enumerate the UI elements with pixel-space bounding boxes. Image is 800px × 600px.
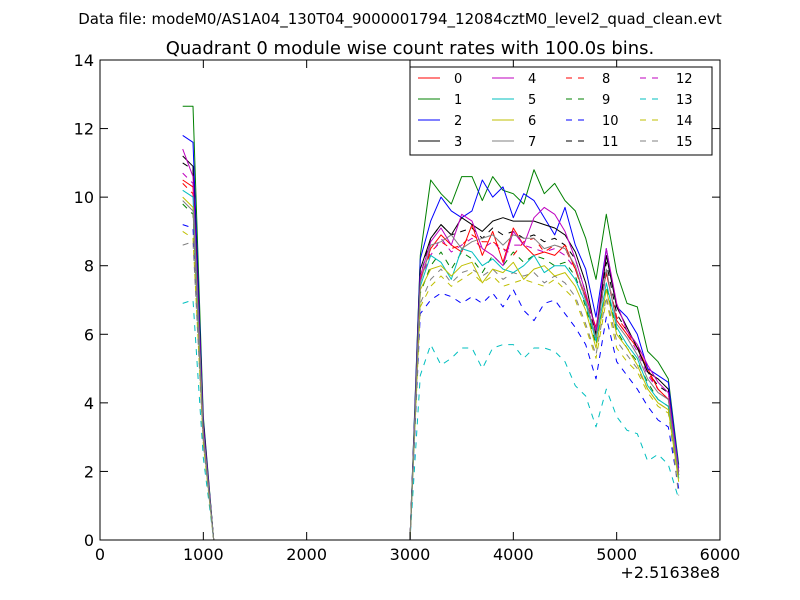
x-tick-label: 3000 xyxy=(390,545,431,564)
legend-entry-10: 10 xyxy=(566,114,619,129)
figure-suptitle: Data file: modeM0/AS1A04_130T04_90000017… xyxy=(78,10,722,29)
x-tick-label: 2000 xyxy=(286,545,327,564)
legend-entry-11: 11 xyxy=(566,135,619,150)
legend-label: 0 xyxy=(454,72,462,87)
legend-entry-15: 15 xyxy=(640,135,693,150)
legend-box xyxy=(409,66,713,156)
x-tick-label: 5000 xyxy=(596,545,637,564)
legend-entry-13: 13 xyxy=(640,93,693,108)
y-tick-label: 6 xyxy=(84,325,94,344)
legend-entry-1: 1 xyxy=(418,93,462,108)
y-tick-label: 14 xyxy=(74,51,94,70)
y-tick-label: 2 xyxy=(84,462,94,481)
legend-label: 7 xyxy=(528,135,536,150)
y-tick-label: 0 xyxy=(84,531,94,550)
series-line-4 xyxy=(182,148,680,541)
legend-label: 15 xyxy=(676,135,693,150)
legend-entry-3: 3 xyxy=(418,135,462,150)
legend-label: 5 xyxy=(528,93,536,108)
legend-label: 12 xyxy=(676,72,693,87)
chart-title: Quadrant 0 module wise count rates with … xyxy=(166,38,655,59)
legend-label: 6 xyxy=(528,114,536,129)
legend-label: 11 xyxy=(602,135,619,150)
legend-entry-4: 4 xyxy=(492,72,536,87)
x-tick-label: 0 xyxy=(95,545,105,564)
legend-label: 13 xyxy=(676,93,693,108)
x-tick-label: 4000 xyxy=(493,545,534,564)
legend-entry-7: 7 xyxy=(492,135,536,150)
legend-label: 9 xyxy=(602,93,610,108)
x-tick-label: 1000 xyxy=(183,545,224,564)
series-line-13 xyxy=(182,299,680,541)
legend-label: 1 xyxy=(454,93,462,108)
legend-label: 8 xyxy=(602,72,610,87)
legend-entry-14: 14 xyxy=(640,114,693,129)
series-line-2 xyxy=(182,134,680,541)
y-tick-label: 12 xyxy=(74,120,94,139)
legend-label: 3 xyxy=(454,135,462,150)
legend-entry-0: 0 xyxy=(418,72,462,87)
legend-entry-6: 6 xyxy=(492,114,536,129)
series-line-15 xyxy=(182,241,680,541)
legend-label: 2 xyxy=(454,114,462,129)
legend-entry-12: 12 xyxy=(640,72,693,87)
x-offset-label: +2.51638e8 xyxy=(620,563,720,582)
series-line-7 xyxy=(182,200,680,541)
legend-entry-9: 9 xyxy=(566,93,610,108)
series-line-1 xyxy=(182,105,680,541)
y-tick-label: 4 xyxy=(84,394,94,413)
legend-entry-8: 8 xyxy=(566,72,610,87)
x-tick-label: 6000 xyxy=(700,545,741,564)
legend-entry-2: 2 xyxy=(418,114,462,129)
series-line-14 xyxy=(182,230,680,541)
legend-label: 14 xyxy=(676,114,693,129)
series-lines xyxy=(182,105,680,541)
legend-entry-5: 5 xyxy=(492,93,536,108)
legend-label: 4 xyxy=(528,72,536,87)
y-tick-label: 8 xyxy=(84,257,94,276)
axes-frame xyxy=(99,59,721,541)
series-line-3 xyxy=(182,155,680,541)
legend-label: 10 xyxy=(602,114,619,129)
y-tick-label: 10 xyxy=(74,188,94,207)
